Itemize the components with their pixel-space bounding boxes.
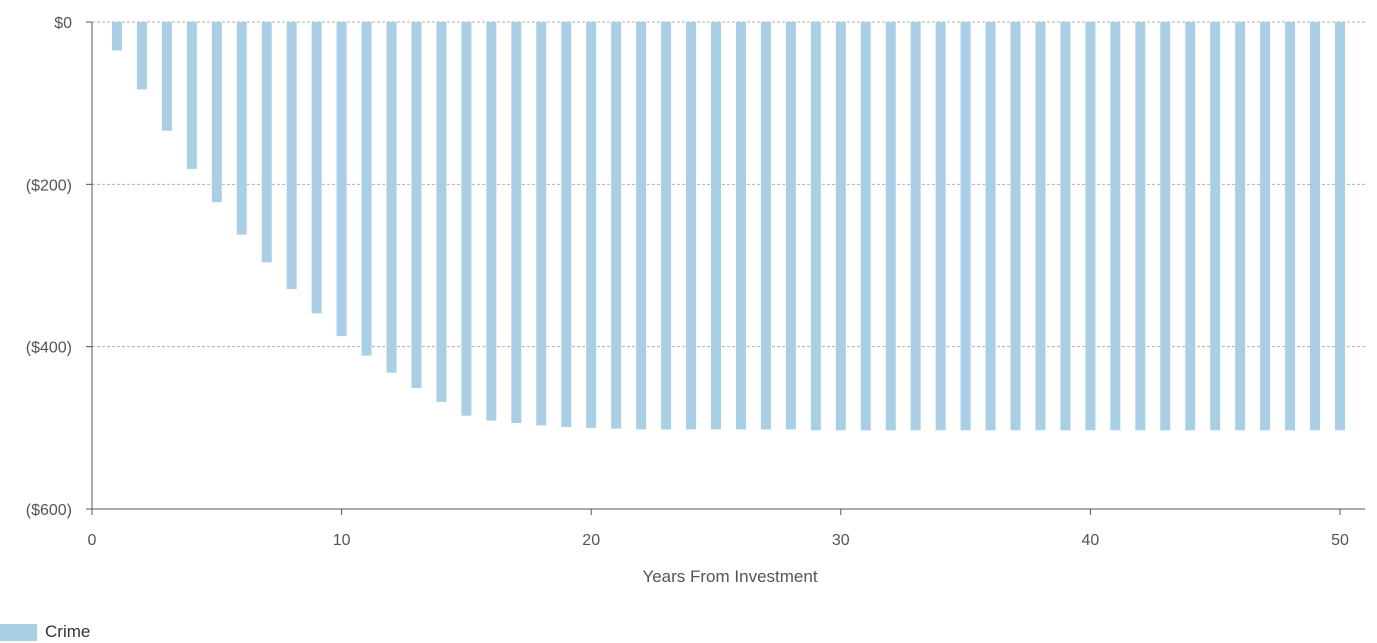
bar-crime-year-31 — [860, 22, 871, 431]
bar-crime-year-18 — [536, 22, 547, 426]
bar-crime-year-32 — [885, 22, 896, 431]
x-tick-label: 0 — [88, 532, 97, 549]
bar-crime-year-36 — [985, 22, 996, 431]
bar-crime-year-15 — [461, 22, 472, 416]
x-axis-title: Years From Investment — [642, 567, 817, 586]
bar-crime-year-13 — [411, 22, 422, 389]
bar-crime-year-41 — [1110, 22, 1121, 431]
bar-crime-year-20 — [586, 22, 597, 428]
bar-crime-year-10 — [336, 22, 347, 337]
bar-crime-year-40 — [1085, 22, 1096, 431]
bar-crime-year-43 — [1160, 22, 1171, 431]
bar-crime-year-33 — [910, 22, 921, 431]
y-tick-label: ($400) — [26, 340, 72, 357]
bar-crime-year-21 — [611, 22, 622, 429]
bar-crime-year-42 — [1135, 22, 1146, 431]
bar-crime-year-17 — [511, 22, 522, 423]
y-tick-label: ($600) — [26, 502, 72, 519]
bar-crime-year-29 — [810, 22, 821, 431]
legend: Crime — [0, 622, 90, 642]
bars — [111, 22, 1345, 431]
bar-crime-year-37 — [1010, 22, 1021, 431]
x-tick-label: 10 — [333, 532, 351, 549]
y-tick-label: ($200) — [26, 177, 72, 194]
x-axis-ticks: 0 10 20 30 40 50 — [88, 509, 1349, 549]
bar-crime-year-7 — [261, 22, 272, 263]
bar-crime-year-24 — [686, 22, 697, 430]
bar-crime-year-16 — [486, 22, 497, 421]
bar-crime-year-6 — [236, 22, 247, 235]
y-axis-ticks: $0 ($200) ($400) ($600) — [26, 15, 92, 519]
axes — [91, 22, 1365, 510]
bar-crime-year-25 — [711, 22, 721, 430]
bar-crime-year-34 — [935, 22, 946, 431]
bar-crime-year-46 — [1235, 22, 1246, 431]
bar-crime-year-4 — [186, 22, 197, 169]
bar-crime-year-3 — [161, 22, 172, 131]
bar-crime-year-44 — [1185, 22, 1196, 431]
bar-crime-year-35 — [960, 22, 971, 431]
bar-crime-year-5 — [211, 22, 222, 203]
bar-crime-year-49 — [1310, 22, 1321, 431]
bar-crime-year-45 — [1210, 22, 1221, 431]
bar-crime-year-14 — [436, 22, 447, 402]
bar-crime-year-47 — [1260, 22, 1271, 431]
bar-crime-year-50 — [1335, 22, 1345, 431]
bar-crime-year-19 — [561, 22, 572, 428]
bar-crime-year-11 — [361, 22, 372, 356]
bar-crime-year-27 — [760, 22, 771, 430]
bar-crime-year-2 — [136, 22, 147, 90]
x-tick-label: 20 — [582, 532, 600, 549]
bar-crime-year-1 — [111, 22, 122, 51]
bar-crime-year-39 — [1060, 22, 1071, 431]
bar-crime-year-26 — [735, 22, 746, 430]
bar-chart: $0 ($200) ($400) ($600) 0 10 20 30 40 50 Years F… — [26, 15, 1365, 586]
bar-crime-year-8 — [286, 22, 297, 290]
bar-crime-year-9 — [311, 22, 322, 314]
gridlines — [92, 21, 1365, 348]
x-tick-label: 30 — [832, 532, 850, 549]
x-tick-label: 50 — [1331, 532, 1349, 549]
legend-swatch-crime — [0, 623, 37, 641]
bar-crime-year-12 — [386, 22, 397, 373]
bar-crime-year-23 — [661, 22, 672, 430]
bar-crime-year-30 — [835, 22, 846, 431]
bar-crime-year-22 — [636, 22, 647, 430]
y-tick-label: $0 — [54, 15, 72, 32]
legend-label-crime: Crime — [45, 622, 91, 641]
x-tick-label: 40 — [1082, 532, 1100, 549]
bar-crime-year-48 — [1285, 22, 1296, 431]
bar-crime-year-28 — [785, 22, 796, 430]
bar-crime-year-38 — [1035, 22, 1046, 431]
